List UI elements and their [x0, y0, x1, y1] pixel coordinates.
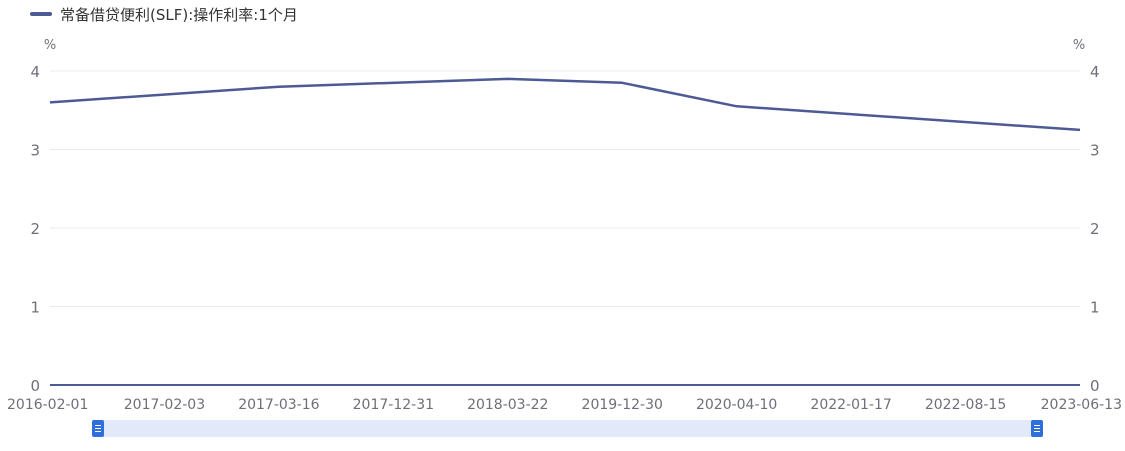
x-tick-label: 2022-08-15 [925, 397, 1006, 413]
zoom-range[interactable] [98, 420, 1037, 437]
zoom-handle-left[interactable] [92, 420, 104, 437]
y-axis-right: 0 1 2 3 4 [1090, 63, 1100, 395]
legend-swatch [30, 12, 52, 16]
y-unit-left: % [44, 38, 56, 53]
y-tick-label-left: 2 [30, 220, 40, 238]
y-tick-label-right: 3 [1090, 142, 1100, 160]
y-tick-label-right: 1 [1090, 299, 1100, 317]
legend[interactable]: 常备借贷便利(SLF):操作利率:1个月 [30, 3, 298, 25]
x-tick-label: 2017-02-03 [124, 397, 205, 413]
y-tick-label-left: 1 [30, 299, 40, 317]
y-tick-label-right: 2 [1090, 220, 1100, 238]
y-tick-label-left: 3 [30, 142, 40, 160]
x-tick-label: 2018-03-22 [467, 397, 548, 413]
grid-lines [50, 70, 1080, 307]
y-tick-label-right: 4 [1090, 63, 1100, 81]
y-tick-label-left: 4 [30, 63, 40, 81]
y-tick-label-right: 0 [1090, 377, 1100, 395]
x-tick-label: 2016-02-01 [7, 397, 88, 413]
legend-label: 常备借贷便利(SLF):操作利率:1个月 [60, 5, 298, 24]
y-unit-right: % [1073, 38, 1085, 53]
series-line [49, 77, 1081, 132]
x-tick-label: 2020-04-10 [696, 397, 777, 413]
x-tick-label: 2017-03-16 [238, 397, 319, 413]
x-tick-label: 2019-12-30 [582, 397, 663, 413]
x-tick-label: 2022-01-17 [810, 397, 891, 413]
data-zoom-slider[interactable] [92, 420, 1043, 437]
x-tick-label: 2023-06-13 [1041, 397, 1122, 413]
y-tick-label-left: 0 [30, 377, 40, 395]
series-layer [49, 77, 1081, 132]
y-axis-left: 0 1 2 3 4 [30, 63, 40, 395]
x-axis: 2016-02-01 2017-02-03 2017-03-16 2017-12-31… [7, 397, 1122, 413]
zoom-handle-right[interactable] [1031, 420, 1043, 437]
x-tick-label: 2017-12-31 [353, 397, 434, 413]
